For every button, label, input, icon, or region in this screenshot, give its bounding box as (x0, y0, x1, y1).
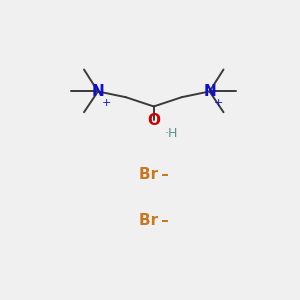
Text: N: N (203, 84, 216, 99)
Text: O: O (147, 113, 160, 128)
Text: +: + (102, 98, 112, 107)
Text: ·H: ·H (164, 127, 178, 140)
Text: Br –: Br – (139, 213, 169, 228)
Text: +: + (214, 98, 223, 107)
Text: Br –: Br – (139, 167, 169, 182)
Text: N: N (92, 84, 104, 99)
